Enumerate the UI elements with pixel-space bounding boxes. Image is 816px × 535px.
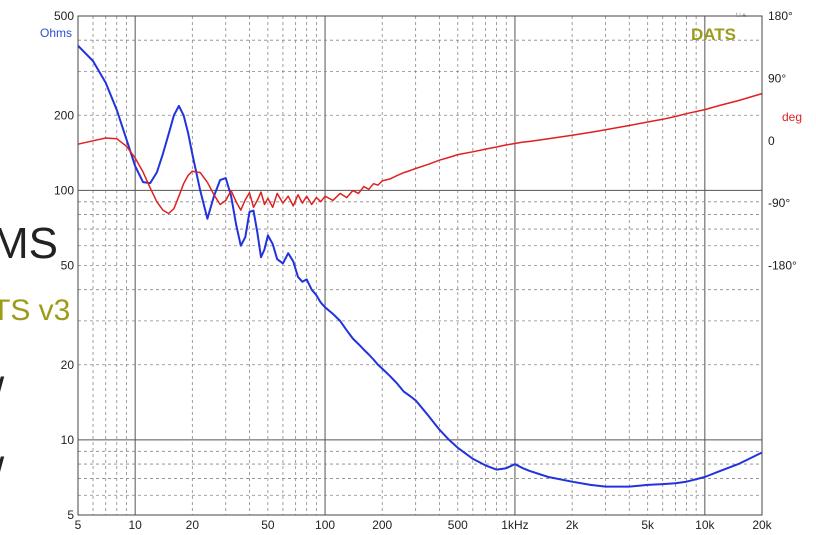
- series-impedance-line: [77, 44, 763, 488]
- x-tick-label: 100: [315, 518, 335, 532]
- y-left-tick-label: 500: [54, 9, 74, 23]
- y-left-tick-label: 50: [61, 259, 75, 273]
- overlay-text-1: MS: [0, 219, 58, 268]
- y-left-tick-label: 100: [54, 183, 74, 197]
- x-tick-labels: 5 10 20 50 100 200 500 1kHz 2k 5k 10k 20k: [75, 518, 773, 532]
- brand-logo: DATS: [691, 25, 736, 44]
- y-right-tick-label: 90°: [768, 71, 786, 85]
- y-left-tick-label: 200: [54, 108, 74, 122]
- y-left-tick-label: 5: [67, 508, 74, 522]
- x-tick-label: 10: [128, 518, 142, 532]
- x-tick-label: 50: [261, 518, 275, 532]
- y-left-tick-label: 20: [61, 358, 75, 372]
- x-tick-label: 20: [186, 518, 200, 532]
- y-right-tick-label: -90°: [768, 196, 790, 210]
- overlay-text-2: TS v3: [0, 294, 71, 327]
- series-phase-line: [77, 92, 763, 215]
- x-tick-label: 500: [448, 518, 468, 532]
- x-tick-label: 10k: [695, 518, 715, 532]
- x-tick-label: 1kHz: [501, 518, 528, 532]
- x-tick-label: 5k: [641, 518, 655, 532]
- y-right-tick-label: 0: [768, 134, 775, 148]
- overlay-text-4: /: [0, 452, 4, 496]
- y-right-tick-label: -180°: [768, 259, 797, 273]
- x-tick-label: 2k: [566, 518, 580, 532]
- plot-frame: [77, 15, 763, 516]
- y-left-unit-label: Ohms: [40, 26, 72, 40]
- x-tick-label: 200: [372, 518, 392, 532]
- series-layer: [77, 44, 763, 488]
- y-left-tick-labels: 500 200 100 50 20 10 5: [54, 9, 74, 522]
- y-right-tick-label: 180°: [768, 9, 793, 23]
- y-left-tick-label: 10: [61, 433, 75, 447]
- brand-sub-label: t.i.e.: [736, 13, 748, 19]
- x-tick-label: 20k: [752, 518, 772, 532]
- x-tick-label: 5: [75, 518, 82, 532]
- y-right-unit-label: deg: [782, 110, 802, 124]
- y-right-tick-labels: 180° 90° 0 -90° -180°: [768, 9, 797, 273]
- grid: [77, 16, 763, 515]
- overlay-text-3: /: [0, 372, 4, 416]
